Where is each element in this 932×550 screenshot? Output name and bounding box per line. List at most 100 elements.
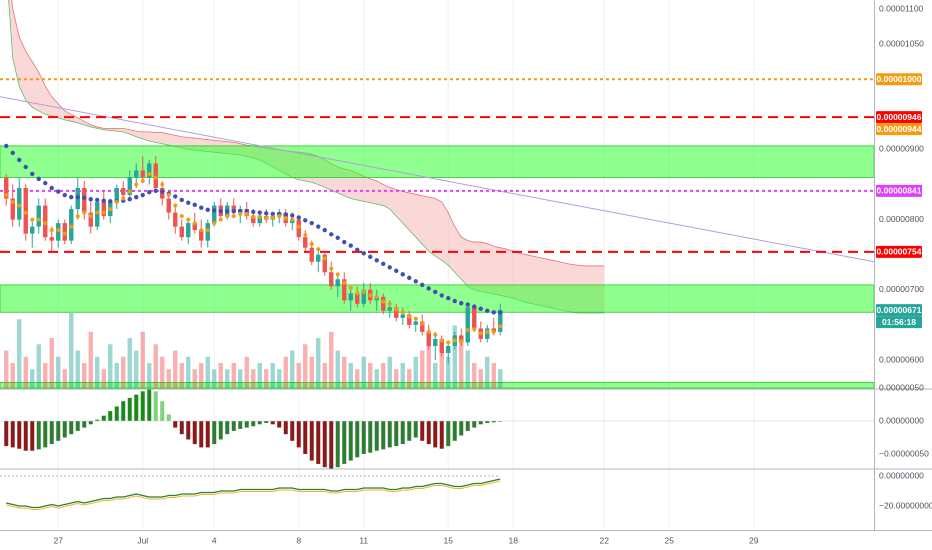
macd-bar	[329, 421, 334, 469]
ma-fast-point	[309, 242, 314, 247]
ma-slow-point	[36, 176, 41, 182]
volume-bar	[82, 363, 87, 388]
ma-slow-point	[309, 220, 314, 226]
price-tick-label: 0.00000800	[879, 214, 924, 224]
candle-body	[147, 163, 152, 178]
ma-slow-point	[407, 275, 412, 281]
tag-level-1000: 0.00001000	[876, 73, 922, 86]
ma-fast-point	[218, 217, 223, 222]
volume-bar	[472, 363, 477, 388]
oscillator-pane	[0, 475, 501, 510]
candle-body	[4, 177, 9, 199]
ma-slow-point	[43, 180, 48, 186]
macd-bar	[36, 421, 41, 450]
macd-bar	[166, 414, 171, 421]
trend-line[interactable]	[0, 96, 875, 263]
macd-bar	[361, 421, 366, 454]
ma-slow-point	[387, 265, 392, 270]
volume-bar	[121, 356, 126, 388]
ma-slow-point	[17, 157, 22, 163]
price-axis[interactable]: 0.00001100 0.00001050 0.00000900 0.00000800…	[879, 3, 932, 510]
ma-fast-point	[459, 339, 464, 344]
macd-bar	[30, 421, 35, 451]
ma-slow-point	[160, 189, 165, 194]
volume-bar	[257, 363, 262, 388]
volume-bar	[205, 356, 210, 388]
price-tags: 0.00001000 0.00000946 0.00000841 0.00000754…	[876, 73, 922, 329]
volume-bar	[485, 356, 490, 388]
volume-bar	[10, 363, 15, 388]
candle-body	[498, 310, 503, 332]
ma-slow-point	[69, 194, 74, 200]
tag-level-754-text: 0.00000754	[877, 247, 922, 257]
tag-944: 0.00000944	[876, 123, 922, 136]
macd-bar	[426, 421, 431, 445]
macd-bar	[303, 421, 308, 454]
ma-slow-point	[147, 190, 152, 195]
macd-bar	[62, 421, 67, 438]
ma-fast-point	[10, 200, 15, 205]
candle-body	[127, 177, 132, 196]
volume-bar	[225, 369, 230, 388]
ma-slow-point	[426, 286, 431, 291]
ma-slow-point	[355, 247, 360, 252]
ma-slow-point	[420, 282, 425, 288]
ma-slow-point	[179, 197, 184, 203]
macd-bar	[342, 421, 347, 464]
time-tick-label: 15	[444, 535, 454, 545]
ma-slow-point	[251, 209, 256, 215]
tag-level-754: 0.00000754	[876, 245, 922, 258]
ma-slow-point	[140, 192, 145, 198]
tag-level-946-bg	[876, 111, 922, 124]
tag-level-1000-bg	[876, 73, 922, 86]
macd-bar	[459, 421, 464, 436]
ma-fast-point	[69, 224, 74, 229]
candle-body	[355, 293, 360, 304]
macd-bar	[251, 421, 256, 427]
time-tick-label: Jul	[137, 535, 148, 545]
volume-bar	[348, 363, 353, 388]
ma-slow-point	[485, 308, 490, 314]
moving-averages	[4, 143, 503, 345]
candle-body	[413, 321, 418, 325]
macd-bar	[225, 421, 230, 435]
ma-slow-point	[452, 298, 457, 304]
ma-fast-point	[452, 338, 457, 343]
macd-bar	[23, 421, 28, 451]
volume-bar	[212, 369, 217, 388]
tag-level-754-bg	[876, 245, 922, 258]
ma-slow-point	[296, 215, 301, 220]
tag-level-841-bg	[876, 184, 922, 197]
ma-slow-point	[394, 268, 399, 274]
ma-fast-point	[478, 331, 483, 336]
macd-bar	[186, 421, 191, 440]
volume-bar	[166, 369, 171, 388]
ma-fast-point	[82, 210, 87, 215]
macd-tick-label: −0.00000050	[879, 448, 929, 458]
time-tick-label: 22	[600, 535, 610, 545]
candle-body	[335, 279, 340, 287]
volume-bar	[433, 363, 438, 388]
volume-bar	[101, 369, 106, 388]
macd-bar	[394, 421, 399, 447]
volume-bar	[49, 338, 54, 388]
tag-last-price-text: 0.00000671	[877, 305, 922, 315]
ma-slow-point	[465, 302, 470, 307]
ma-slow-point	[322, 227, 327, 233]
macd-bar	[75, 421, 80, 431]
volume-bar	[361, 356, 366, 388]
osc-signal-line	[6, 480, 501, 510]
volume-bar	[400, 363, 405, 388]
ma-slow-point	[238, 208, 243, 214]
support-zone	[0, 284, 875, 313]
pane-separators	[0, 0, 932, 531]
candle-body	[420, 321, 425, 332]
tag-level-841: 0.00000841	[876, 184, 922, 197]
time-tick-label: 18	[509, 535, 519, 545]
ma-fast-point	[296, 224, 301, 229]
time-axis[interactable]: 27 Jul 4 8 11 15 18 22 25 29	[54, 535, 759, 545]
ma-slow-point	[303, 218, 308, 223]
horizontal-levels[interactable]	[0, 78, 874, 253]
macd-bar	[498, 421, 503, 422]
